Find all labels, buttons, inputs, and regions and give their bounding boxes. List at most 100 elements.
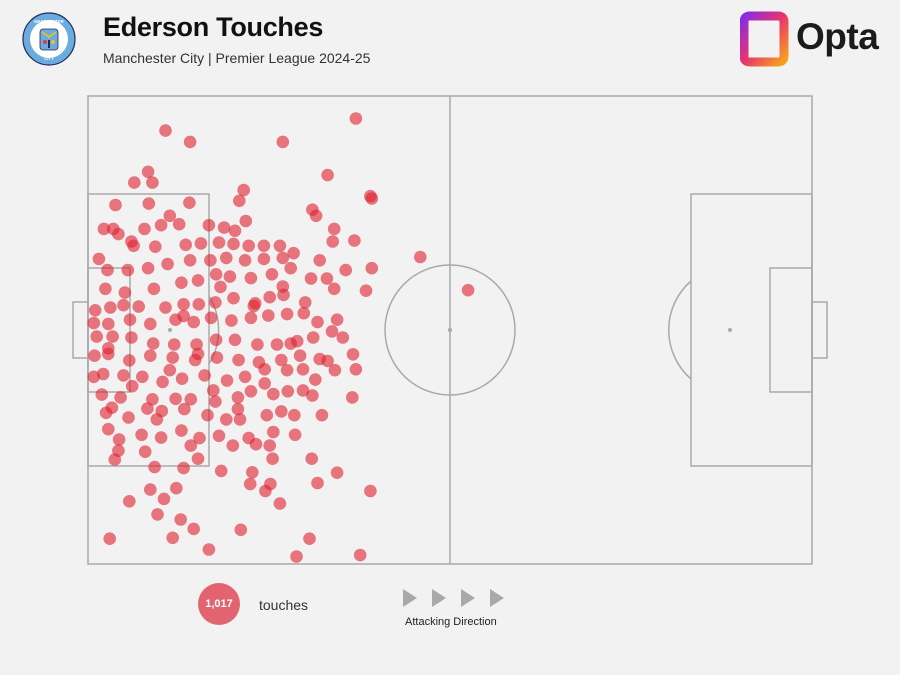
touch-point — [172, 217, 186, 231]
touch-point — [330, 466, 344, 480]
touch-point — [228, 333, 242, 347]
touch-point — [99, 406, 113, 420]
touch-point — [251, 338, 264, 351]
touch-point — [244, 385, 258, 398]
touch-point — [364, 484, 377, 498]
touch-point — [365, 192, 379, 205]
touch-point — [273, 239, 287, 253]
touch-point — [233, 413, 247, 426]
touch-point — [414, 250, 427, 264]
touch-point — [267, 387, 280, 401]
touch-point — [287, 246, 300, 260]
centre-spot — [448, 328, 452, 332]
touch-point — [146, 393, 159, 406]
touch-point — [123, 354, 136, 367]
svg-text:MANCHESTER: MANCHESTER — [34, 19, 64, 24]
touch-point — [122, 411, 135, 424]
touch-point — [141, 402, 154, 415]
touch-point — [191, 274, 205, 287]
touch-point — [238, 370, 252, 384]
touch-point — [326, 235, 340, 248]
touch-point — [198, 369, 211, 382]
touch-point — [290, 550, 303, 563]
attacking-direction-arrows-icon — [403, 589, 504, 607]
touch-point — [321, 168, 334, 182]
touch-point — [132, 300, 145, 313]
touch-point — [246, 466, 259, 479]
touch-point — [112, 227, 125, 241]
touch-point — [243, 477, 257, 491]
touch-point — [244, 271, 258, 285]
touch-point — [266, 452, 279, 466]
touch-point — [191, 347, 205, 361]
touch-point — [353, 548, 367, 562]
touch-point — [461, 283, 475, 297]
touch-point — [217, 221, 231, 234]
touch-point — [103, 532, 116, 545]
touch-point — [167, 338, 181, 351]
touch-point — [212, 236, 226, 249]
touch-point — [202, 543, 216, 556]
touch-point — [156, 375, 169, 389]
touch-point — [95, 388, 109, 401]
touch-point — [190, 338, 203, 351]
touch-point — [117, 298, 130, 312]
touch-point — [225, 314, 238, 327]
touch-point — [306, 331, 320, 344]
touch-point — [257, 239, 271, 253]
touch-point — [227, 291, 240, 305]
touch-point — [304, 272, 318, 285]
touch-point — [125, 235, 138, 248]
touch-point — [275, 353, 288, 367]
touch-point — [325, 325, 339, 338]
left-penalty-spot — [168, 328, 172, 332]
touch-point — [104, 301, 117, 314]
right-penalty-spot — [728, 328, 732, 332]
touch-point — [87, 316, 101, 330]
touch-point — [201, 408, 214, 422]
touch-point — [231, 391, 245, 404]
touch-point — [309, 209, 323, 223]
left-goal — [72, 301, 89, 359]
touch-point — [141, 165, 155, 179]
touch-point — [170, 481, 183, 495]
touch-point — [144, 483, 157, 496]
touch-point — [212, 429, 226, 443]
touch-point — [214, 280, 227, 294]
touch-point — [311, 476, 324, 490]
touch-point — [163, 209, 177, 223]
touch-point — [192, 298, 206, 311]
touch-point — [220, 374, 234, 387]
touch-point — [177, 298, 190, 311]
touch-point — [109, 198, 122, 212]
touch-point — [106, 330, 119, 343]
touch-point — [123, 313, 137, 327]
touch-point — [210, 351, 224, 364]
touch-point — [313, 253, 327, 267]
touch-point — [284, 337, 298, 350]
touch-point — [298, 296, 312, 309]
touch-point — [220, 413, 233, 426]
touch-point — [280, 307, 294, 321]
touch-point — [321, 354, 334, 368]
touch-point — [297, 306, 311, 320]
touch-point — [328, 363, 342, 377]
touch-point — [303, 532, 316, 545]
touch-point — [138, 222, 151, 236]
svg-text:CITY: CITY — [44, 56, 54, 61]
touch-point — [346, 391, 359, 404]
touch-point — [121, 263, 135, 277]
touch-point — [315, 408, 329, 422]
touch-point — [220, 251, 233, 265]
attacking-direction-label: Attacking Direction — [405, 616, 497, 628]
touch-point — [306, 389, 319, 402]
touch-point — [114, 391, 127, 404]
touch-point — [339, 263, 353, 277]
touch-point — [136, 370, 149, 384]
touch-point — [90, 330, 103, 343]
opta-logo-icon — [740, 11, 789, 67]
touch-point — [154, 431, 168, 444]
touch-point — [183, 253, 197, 267]
touch-point — [135, 428, 148, 442]
touch-point — [175, 372, 189, 386]
